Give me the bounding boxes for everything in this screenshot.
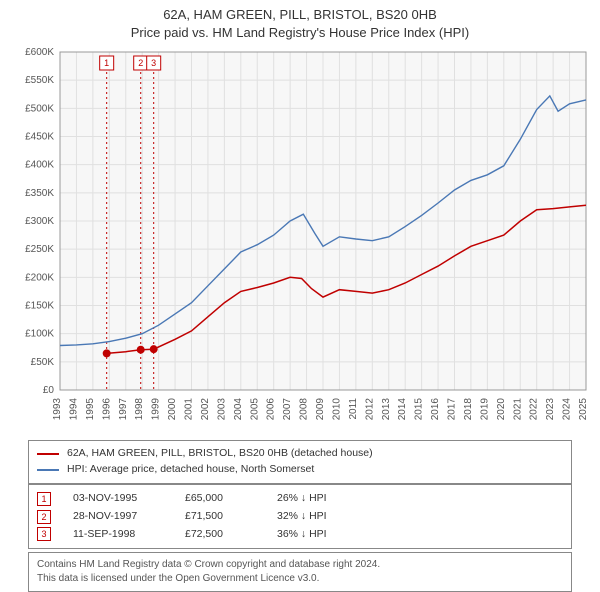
x-axis-label: 2007 <box>282 398 293 421</box>
x-axis-label: 2019 <box>479 398 490 421</box>
transactions-box: 1 03-NOV-1995 £65,000 26% ↓ HPI 2 28-NOV… <box>28 484 572 549</box>
transaction-marker: 3 <box>37 527 51 541</box>
transaction-dot <box>137 346 145 354</box>
x-axis-label: 2009 <box>315 398 326 421</box>
y-axis-label: £0 <box>43 385 55 396</box>
footer: Contains HM Land Registry data © Crown c… <box>28 552 572 592</box>
y-axis-label: £400K <box>25 160 54 171</box>
legend: 62A, HAM GREEN, PILL, BRISTOL, BS20 0HB … <box>28 440 572 484</box>
x-axis-label: 2018 <box>463 398 474 421</box>
page: 62A, HAM GREEN, PILL, BRISTOL, BS20 0HB … <box>0 0 600 590</box>
marker-number: 1 <box>104 58 109 68</box>
x-axis-label: 2006 <box>266 398 277 421</box>
x-axis-label: 2020 <box>496 398 507 421</box>
chart-title-block: 62A, HAM GREEN, PILL, BRISTOL, BS20 0HB … <box>0 0 600 41</box>
x-axis-label: 1999 <box>151 398 162 421</box>
transaction-row: 2 28-NOV-1997 £71,500 32% ↓ HPI <box>37 508 563 526</box>
chart: £0 £50K £100K £150K £200K £250K £300K £350K £400… <box>10 46 590 434</box>
x-axis-label: 1998 <box>134 398 145 421</box>
transaction-price: £72,500 <box>185 527 255 543</box>
x-axis-label: 1993 <box>52 398 63 421</box>
marker-number: 3 <box>151 58 156 68</box>
x-axis-label: 1994 <box>68 398 79 421</box>
x-axis-label: 2025 <box>578 398 589 421</box>
footer-line: This data is licensed under the Open Gov… <box>37 572 563 586</box>
x-axis-label: 2011 <box>348 398 359 420</box>
x-axis-label: 2008 <box>299 398 310 421</box>
x-axis-label: 2000 <box>167 398 178 421</box>
marker-number: 2 <box>138 58 143 68</box>
transaction-date: 28-NOV-1997 <box>73 509 163 525</box>
x-axis-label: 2023 <box>545 398 556 421</box>
x-axis-label: 2004 <box>233 398 244 421</box>
x-axis-label: 2014 <box>397 398 408 421</box>
x-axis-label: 2022 <box>529 398 540 421</box>
transaction-price: £65,000 <box>185 491 255 507</box>
x-axis-label: 1995 <box>85 398 96 421</box>
transaction-dot <box>103 349 111 357</box>
transaction-row: 3 11-SEP-1998 £72,500 36% ↓ HPI <box>37 526 563 544</box>
x-axis-label: 2013 <box>381 398 392 421</box>
transaction-row: 1 03-NOV-1995 £65,000 26% ↓ HPI <box>37 490 563 508</box>
x-axis-label: 2003 <box>216 398 227 421</box>
transaction-date: 03-NOV-1995 <box>73 491 163 507</box>
transaction-date: 11-SEP-1998 <box>73 527 163 543</box>
title-subtitle: Price paid vs. HM Land Registry's House … <box>0 24 600 42</box>
y-axis-label: £200K <box>25 272 54 283</box>
transaction-marker: 2 <box>37 510 51 524</box>
legend-swatch <box>37 469 59 471</box>
y-axis-label: £150K <box>25 301 54 312</box>
y-axis-label: £100K <box>25 329 54 340</box>
y-axis-label: £50K <box>31 357 55 368</box>
y-axis-label: £450K <box>25 132 54 143</box>
y-axis-label: £300K <box>25 216 54 227</box>
x-axis-label: 1996 <box>101 398 112 421</box>
y-axis-label: £500K <box>25 103 54 114</box>
y-axis-label: £250K <box>25 244 54 255</box>
transaction-dot <box>150 345 158 353</box>
transaction-marker: 1 <box>37 492 51 506</box>
x-axis-label: 2001 <box>184 398 195 421</box>
x-axis-label: 2017 <box>447 398 458 421</box>
y-axis-label: £600K <box>25 47 54 58</box>
x-axis-label: 2012 <box>364 398 375 421</box>
x-axis-label: 1997 <box>118 398 129 421</box>
x-axis-label: 2015 <box>414 398 425 421</box>
x-axis-label: 2021 <box>512 398 523 421</box>
transaction-diff: 32% ↓ HPI <box>277 509 327 525</box>
transaction-diff: 36% ↓ HPI <box>277 527 327 543</box>
footer-line: Contains HM Land Registry data © Crown c… <box>37 558 563 572</box>
transaction-diff: 26% ↓ HPI <box>277 491 327 507</box>
legend-label: HPI: Average price, detached house, Nort… <box>67 462 314 478</box>
legend-label: 62A, HAM GREEN, PILL, BRISTOL, BS20 0HB … <box>67 446 373 462</box>
x-axis-label: 2010 <box>331 398 342 421</box>
chart-svg: £0 £50K £100K £150K £200K £250K £300K £350K £400… <box>10 46 590 434</box>
legend-swatch <box>37 453 59 455</box>
x-axis-label: 2024 <box>562 398 573 421</box>
legend-item: 62A, HAM GREEN, PILL, BRISTOL, BS20 0HB … <box>37 446 563 462</box>
x-axis-label: 2016 <box>430 398 441 421</box>
y-axis-label: £350K <box>25 188 54 199</box>
legend-item: HPI: Average price, detached house, Nort… <box>37 462 563 478</box>
x-axis-label: 2005 <box>249 398 260 421</box>
x-axis-label: 2002 <box>200 398 211 421</box>
y-axis-label: £550K <box>25 75 54 86</box>
title-address: 62A, HAM GREEN, PILL, BRISTOL, BS20 0HB <box>0 6 600 24</box>
transaction-price: £71,500 <box>185 509 255 525</box>
